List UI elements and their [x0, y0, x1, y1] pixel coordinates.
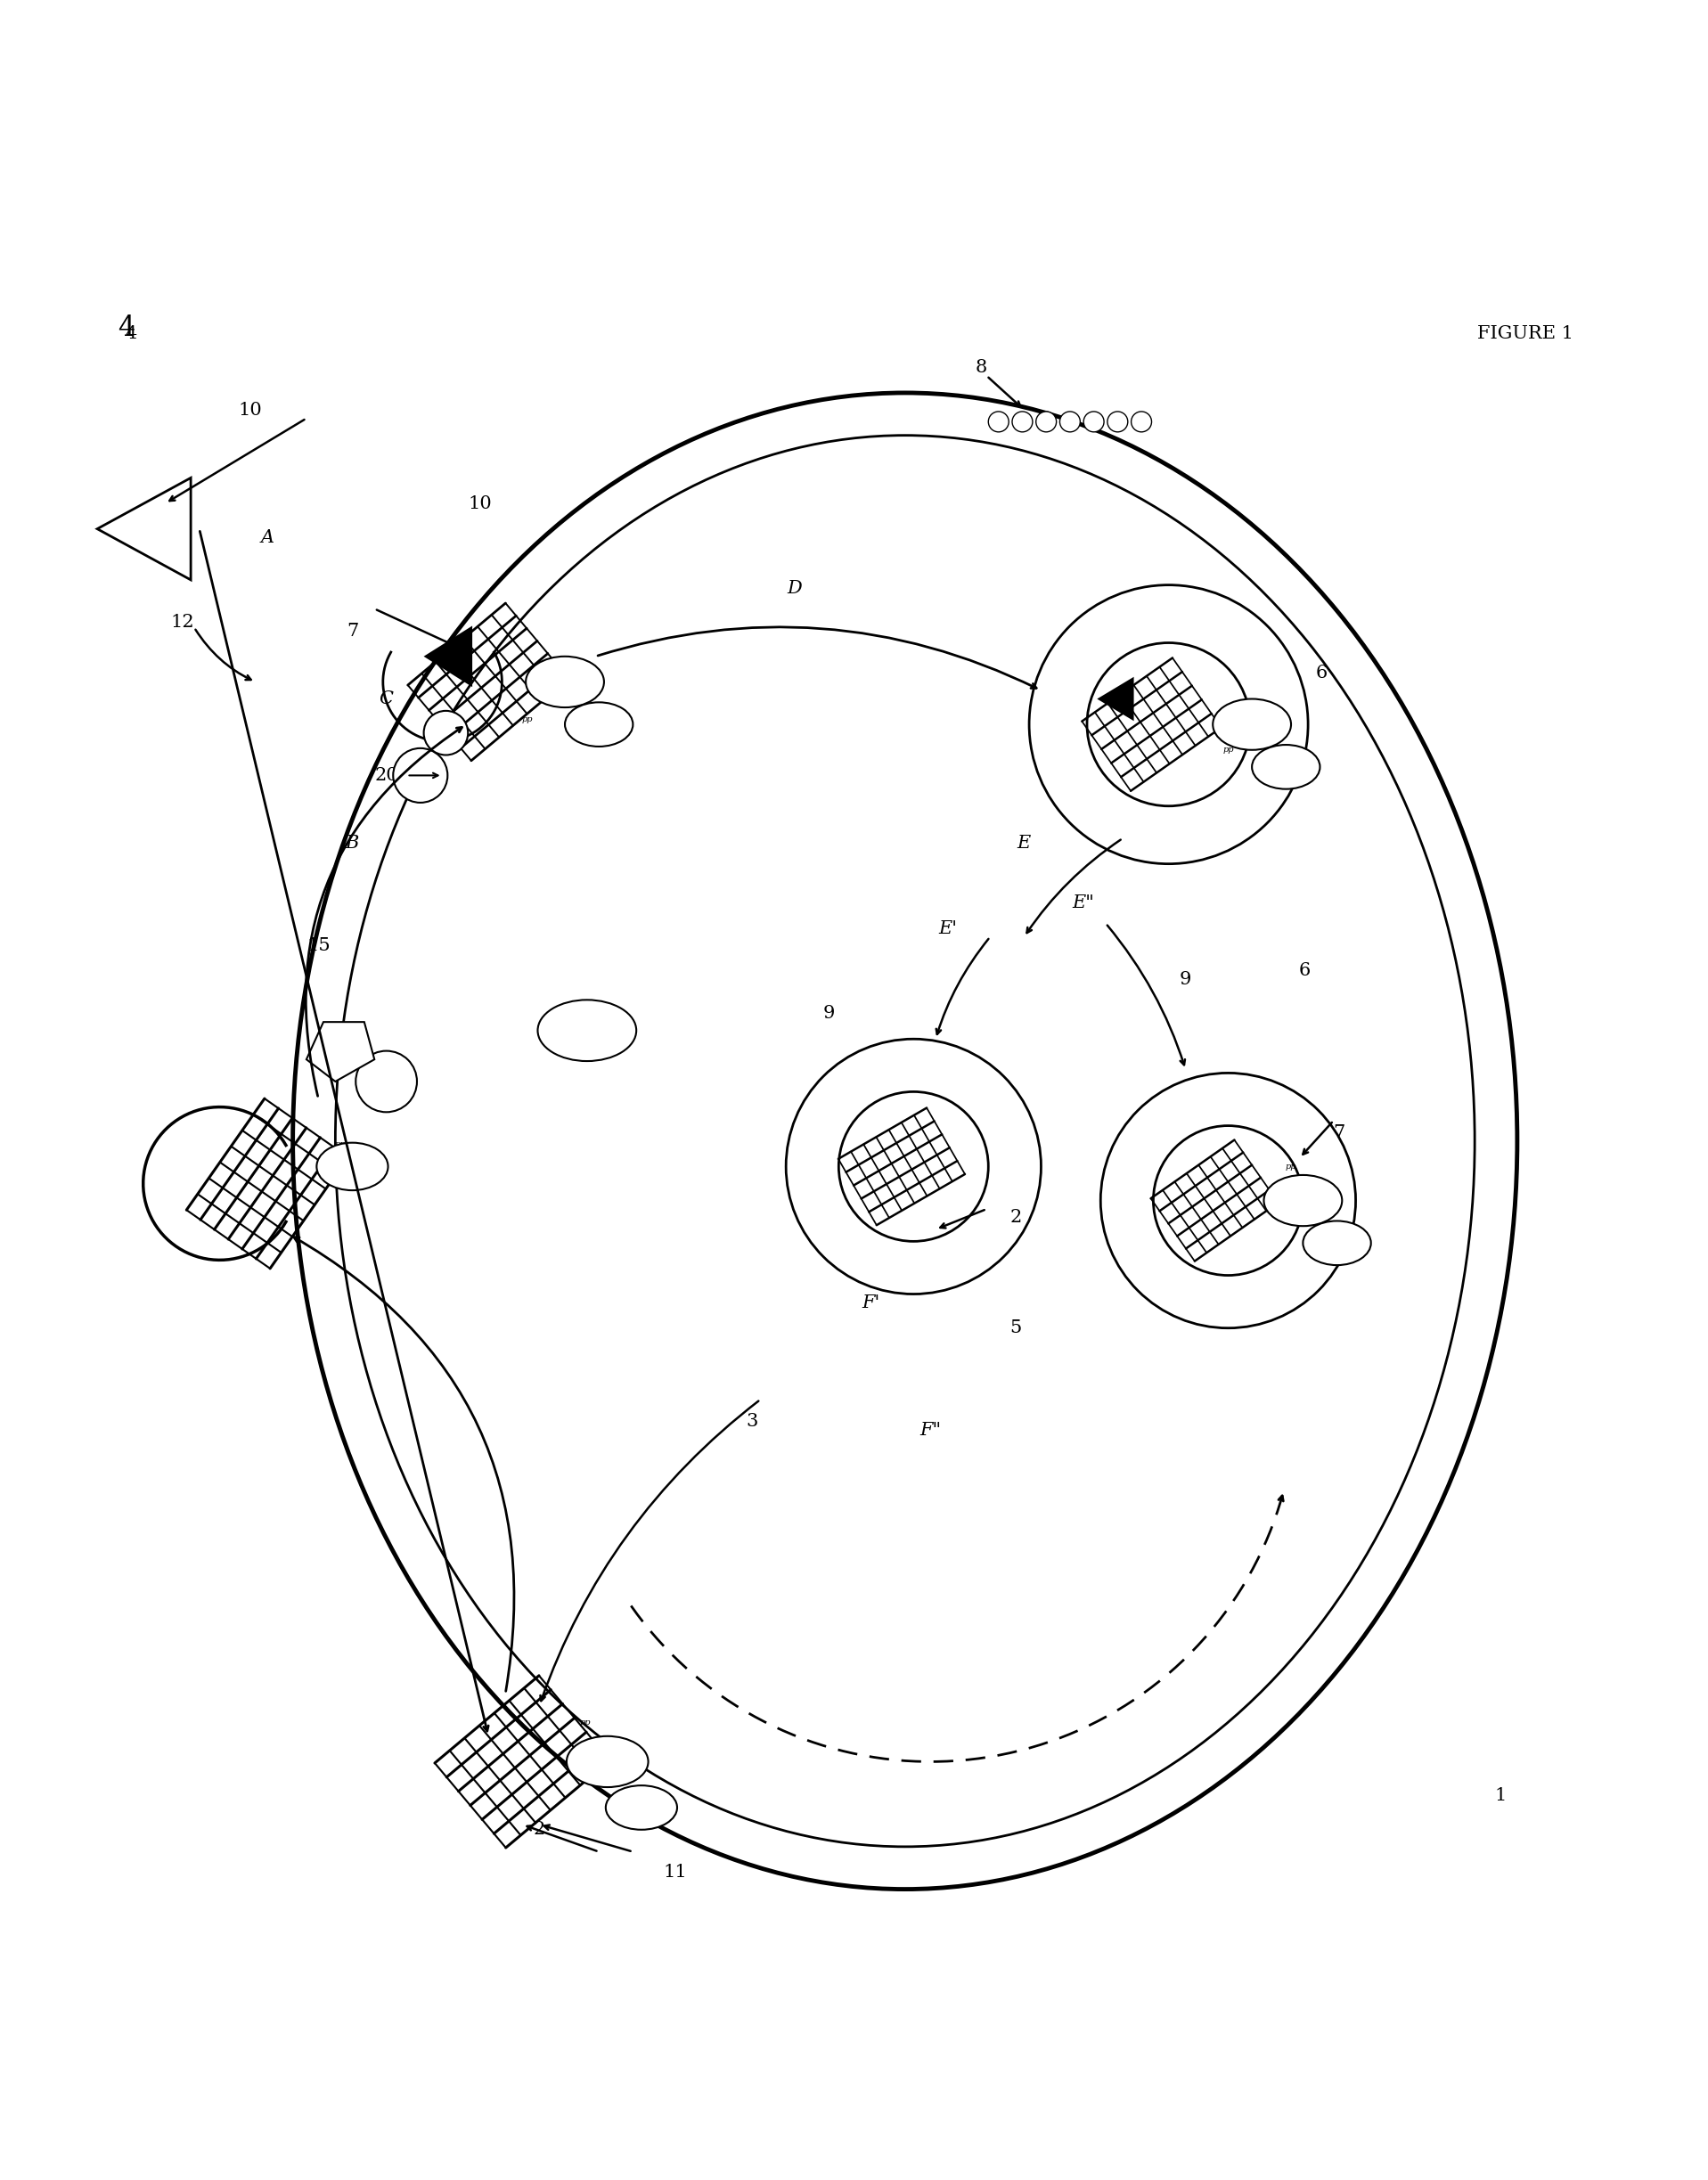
Ellipse shape [1213, 700, 1291, 750]
Text: 2: 2 [1009, 1210, 1021, 1225]
Circle shape [1131, 412, 1151, 432]
Ellipse shape [1303, 1221, 1372, 1264]
Text: FIGURE 1: FIGURE 1 [1477, 325, 1573, 342]
Circle shape [424, 711, 468, 754]
Text: 4: 4 [125, 325, 137, 342]
Circle shape [1100, 1073, 1356, 1328]
Text: D: D [787, 580, 803, 597]
Text: 6: 6 [1315, 665, 1327, 682]
Text: 8: 8 [975, 360, 987, 375]
Circle shape [1153, 1125, 1303, 1275]
Circle shape [393, 748, 447, 802]
Circle shape [1013, 412, 1033, 432]
Ellipse shape [565, 702, 634, 746]
Text: 11: 11 [663, 1864, 687, 1881]
Text: pp: pp [1286, 1162, 1296, 1171]
Ellipse shape [335, 436, 1474, 1846]
Text: F': F' [863, 1295, 880, 1310]
Text: pp: pp [1223, 746, 1233, 754]
Text: pp: pp [579, 1718, 591, 1727]
Text: E: E [1018, 835, 1032, 852]
Text: F": F" [921, 1421, 941, 1439]
Text: pp: pp [335, 1140, 347, 1149]
Polygon shape [306, 1022, 374, 1081]
Text: 3: 3 [746, 1413, 758, 1430]
Ellipse shape [1252, 746, 1320, 789]
Circle shape [1107, 412, 1127, 432]
Circle shape [839, 1092, 989, 1240]
Circle shape [1059, 412, 1079, 432]
Text: E": E" [1073, 894, 1095, 911]
Text: 4: 4 [118, 314, 135, 342]
Polygon shape [97, 477, 191, 580]
Polygon shape [425, 628, 471, 685]
Text: 6: 6 [584, 1022, 596, 1040]
Text: 9: 9 [823, 1005, 835, 1022]
Circle shape [989, 412, 1009, 432]
Circle shape [355, 1051, 417, 1112]
Text: 7: 7 [347, 623, 359, 639]
Text: 7: 7 [1332, 1125, 1344, 1140]
Text: 20: 20 [374, 767, 398, 785]
Circle shape [1037, 412, 1056, 432]
Ellipse shape [292, 392, 1517, 1890]
Text: 6: 6 [1298, 964, 1310, 979]
Text: 5: 5 [1009, 1319, 1021, 1336]
Ellipse shape [316, 1142, 388, 1190]
Text: 15: 15 [306, 937, 330, 955]
Text: pp: pp [523, 715, 533, 724]
Text: 2: 2 [533, 1820, 545, 1838]
Ellipse shape [606, 1785, 676, 1829]
Text: B: B [345, 835, 359, 852]
Text: 10: 10 [468, 495, 492, 512]
Text: 9: 9 [1180, 970, 1192, 988]
Circle shape [1030, 584, 1308, 863]
Polygon shape [1098, 678, 1132, 719]
Text: 1: 1 [1494, 1788, 1506, 1805]
Text: 10: 10 [239, 401, 263, 419]
Text: E': E' [938, 920, 956, 937]
Circle shape [786, 1040, 1042, 1295]
Text: A: A [261, 530, 273, 545]
Text: 12: 12 [171, 615, 195, 630]
Ellipse shape [538, 1001, 637, 1062]
Text: C: C [379, 691, 393, 706]
Ellipse shape [1264, 1175, 1342, 1225]
Circle shape [1083, 412, 1103, 432]
Ellipse shape [526, 656, 605, 706]
Ellipse shape [567, 1735, 649, 1788]
Circle shape [1086, 643, 1250, 807]
